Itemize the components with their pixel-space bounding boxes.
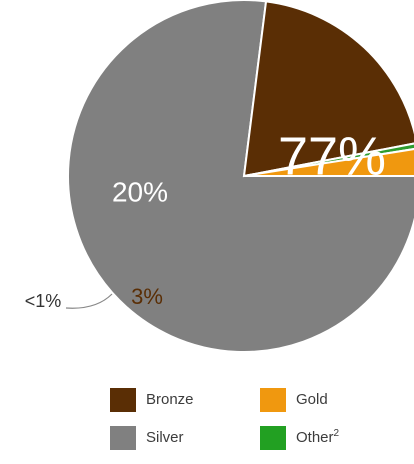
pie-slice-other	[243, 142, 414, 177]
legend-swatch-silver	[110, 426, 136, 450]
legend-item-silver: Silver	[110, 426, 260, 450]
legend-swatch-gold	[260, 388, 286, 412]
legend-label-bronze: Bronze	[146, 391, 194, 408]
legend-swatch-other	[260, 426, 286, 450]
legend-item-other: Other2	[260, 426, 410, 450]
legend-item-gold: Gold	[260, 388, 410, 412]
pie-label-gold: 3%	[131, 284, 163, 309]
pie-leader-line-other	[65, 293, 113, 309]
pie-label-bronze: 20%	[112, 176, 168, 207]
legend-swatch-bronze	[110, 388, 136, 412]
legend-item-bronze: Bronze	[110, 388, 260, 412]
pie-label-silver: 77%	[278, 126, 386, 186]
legend-label-gold: Gold	[296, 391, 328, 408]
legend-superscript-other: 2	[333, 428, 340, 439]
pie-slice-bronze	[242, 0, 414, 178]
pie-slice-gold	[243, 148, 414, 177]
legend-label-silver: Silver	[146, 429, 184, 446]
pie-labels: 77% 20% <1% 3%	[25, 126, 386, 310]
pie-slices	[67, 0, 414, 353]
pie-slice-silver	[67, 0, 414, 353]
legend: Bronze Gold Silver Other2	[110, 388, 410, 450]
legend-label-other: Other2	[296, 428, 340, 447]
pie-label-other: <1%	[25, 291, 62, 311]
